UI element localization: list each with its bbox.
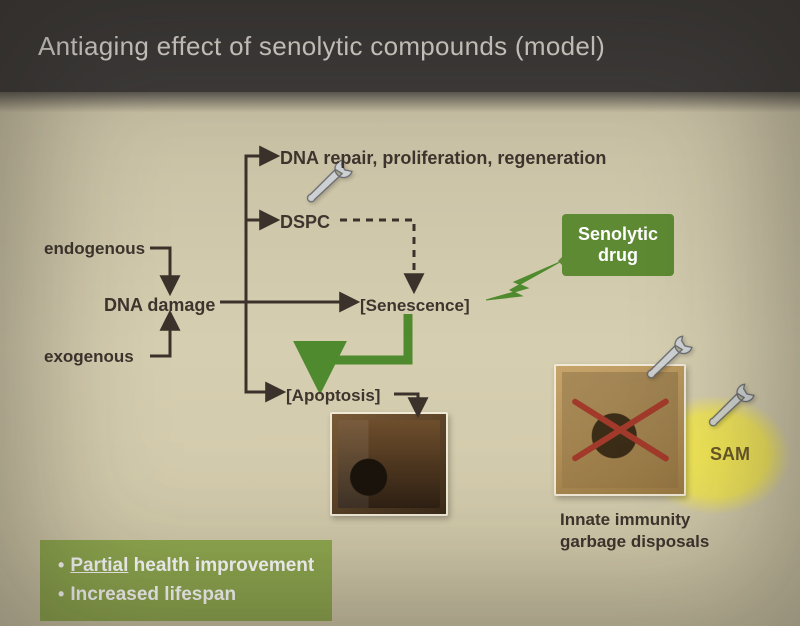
wrench-icon (635, 325, 708, 386)
apoptosis-photo (330, 412, 448, 516)
label-endogenous: endogenous (44, 239, 145, 259)
bullet-dot-icon: • (58, 552, 64, 579)
label-dspc: DSPC (280, 212, 330, 233)
callout-line2: drug (578, 245, 658, 266)
bullet-dot-icon: • (58, 581, 64, 608)
label-innate-immunity: Innate immunity (560, 510, 690, 530)
label-dna-repair: DNA repair, proliferation, regeneration (280, 148, 606, 169)
label-garbage-disposals: garbage disposals (560, 532, 709, 552)
bullet-row: •Partial health improvement (58, 552, 314, 581)
slide-title: Antiaging effect of senolytic compounds … (38, 31, 605, 62)
senolytic-drug-callout: Senolytic drug (562, 214, 674, 276)
disposal-photo (554, 364, 686, 496)
slide-root: Antiaging effect of senolytic compounds … (0, 0, 800, 626)
label-sam: SAM (710, 444, 750, 465)
bullet-text: Partial health improvement (70, 552, 314, 581)
label-dna-damage: DNA damage (104, 295, 215, 316)
bullet-row: •Increased lifespan (58, 581, 314, 610)
summary-bullets: •Partial health improvement•Increased li… (40, 540, 332, 621)
red-x-icon (556, 366, 684, 494)
callout-line1: Senolytic (578, 224, 658, 245)
slide-title-bar: Antiaging effect of senolytic compounds … (0, 0, 800, 92)
bullet-text: Increased lifespan (70, 581, 236, 610)
label-apoptosis: [Apoptosis] (286, 386, 380, 406)
label-exogenous: exogenous (44, 347, 134, 367)
label-senescence: [Senescence] (360, 296, 470, 316)
